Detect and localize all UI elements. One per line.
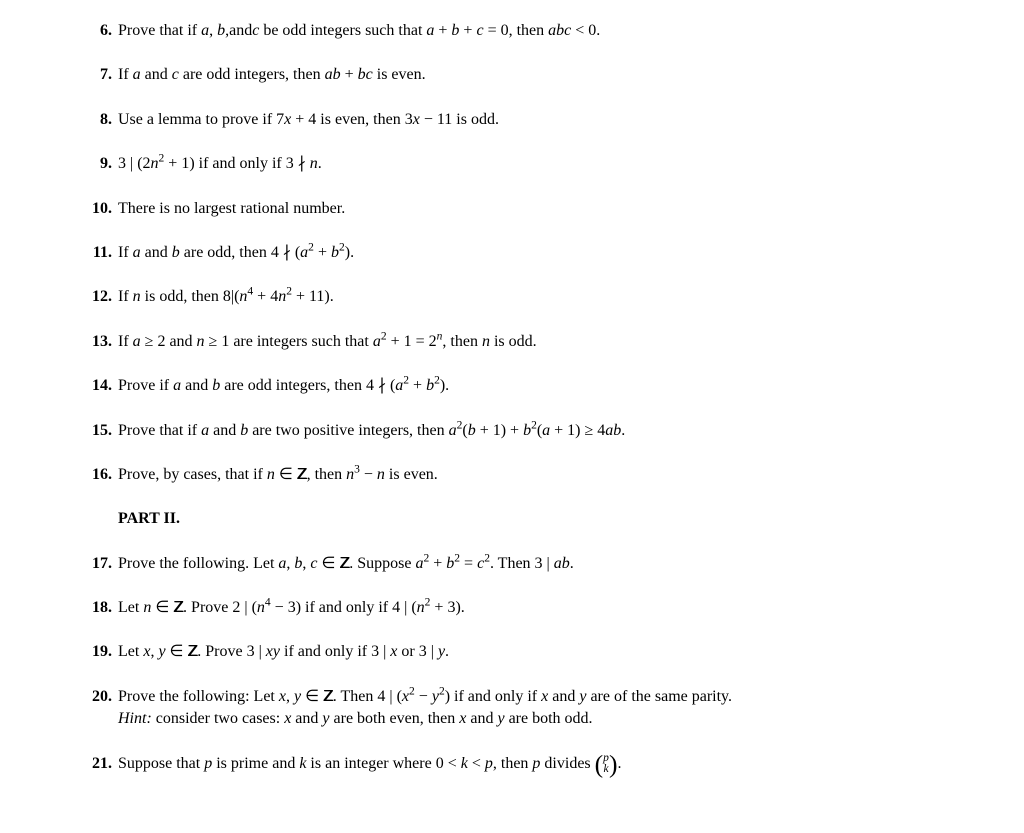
problem-19: 19. Let x, y ∈ Z. Prove 3 | xy if and on… [80,641,944,663]
problem-text: If a and b are odd, then 4 ∤ (a2 + b2). [118,242,944,264]
problem-9: 9. 3 | (2n2 + 1) if and only if 3 ∤ n. [80,153,944,175]
problem-text: 3 | (2n2 + 1) if and only if 3 ∤ n. [118,153,944,175]
problem-number: 11. [80,242,112,264]
problem-number: 7. [80,64,112,86]
problem-number: 14. [80,375,112,397]
problem-text: Prove that if a, b,andc be odd integers … [118,20,944,42]
problem-number: 19. [80,641,112,663]
problem-12: 12. If n is odd, then 8|(n4 + 4n2 + 11). [80,286,944,308]
problem-16: 16. Prove, by cases, that if n ∈ Z, then… [80,464,944,486]
problem-text: If n is odd, then 8|(n4 + 4n2 + 11). [118,286,944,308]
problem-text: Let x, y ∈ Z. Prove 3 | xy if and only i… [118,641,944,663]
problem-text: There is no largest rational number. [118,198,944,220]
hint-label: Hint: [118,710,152,727]
problem-number: 18. [80,597,112,619]
problem-text: Prove the following: Let x, y ∈ Z. Then … [118,686,944,731]
problem-number: 9. [80,153,112,175]
part-header: PART II. [80,508,944,530]
problem-15: 15. Prove that if a and b are two positi… [80,420,944,442]
problem-number: 21. [80,753,112,775]
problem-number: 8. [80,109,112,131]
problem-21: 21. Suppose that p is prime and k is an … [80,753,944,776]
problem-number: 12. [80,286,112,308]
problem-8: 8. Use a lemma to prove if 7x + 4 is eve… [80,109,944,131]
problem-14: 14. Prove if a and b are odd integers, t… [80,375,944,397]
problem-text: If a and c are odd integers, then ab + b… [118,64,944,86]
problem-number: 13. [80,331,112,353]
problem-text: Prove that if a and b are two positive i… [118,420,944,442]
problem-20: 20. Prove the following: Let x, y ∈ Z. T… [80,686,944,731]
problem-text: Prove, by cases, that if n ∈ Z, then n3 … [118,464,944,486]
problem-18: 18. Let n ∈ Z. Prove 2 | (n4 − 3) if and… [80,597,944,619]
problem-11: 11. If a and b are odd, then 4 ∤ (a2 + b… [80,242,944,264]
problem-number: 10. [80,198,112,220]
binomial-coefficient: (pk) [595,753,618,776]
problem-17: 17. Prove the following. Let a, b, c ∈ Z… [80,553,944,575]
problem-number: 20. [80,686,112,708]
problem-10: 10. There is no largest rational number. [80,198,944,220]
problem-text: Use a lemma to prove if 7x + 4 is even, … [118,109,944,131]
problem-13: 13. If a ≥ 2 and n ≥ 1 are integers such… [80,331,944,353]
problem-7: 7. If a and c are odd integers, then ab … [80,64,944,86]
problem-number: 15. [80,420,112,442]
problem-text: Suppose that p is prime and k is an inte… [118,753,944,776]
problem-6: 6. Prove that if a, b,andc be odd intege… [80,20,944,42]
problem-text: Let n ∈ Z. Prove 2 | (n4 − 3) if and onl… [118,597,944,619]
problem-number: 16. [80,464,112,486]
problem-number: 6. [80,20,112,42]
problem-text: Prove the following. Let a, b, c ∈ Z. Su… [118,553,944,575]
problem-number: 17. [80,553,112,575]
problem-text: If a ≥ 2 and n ≥ 1 are integers such tha… [118,331,944,353]
problem-text: Prove if a and b are odd integers, then … [118,375,944,397]
